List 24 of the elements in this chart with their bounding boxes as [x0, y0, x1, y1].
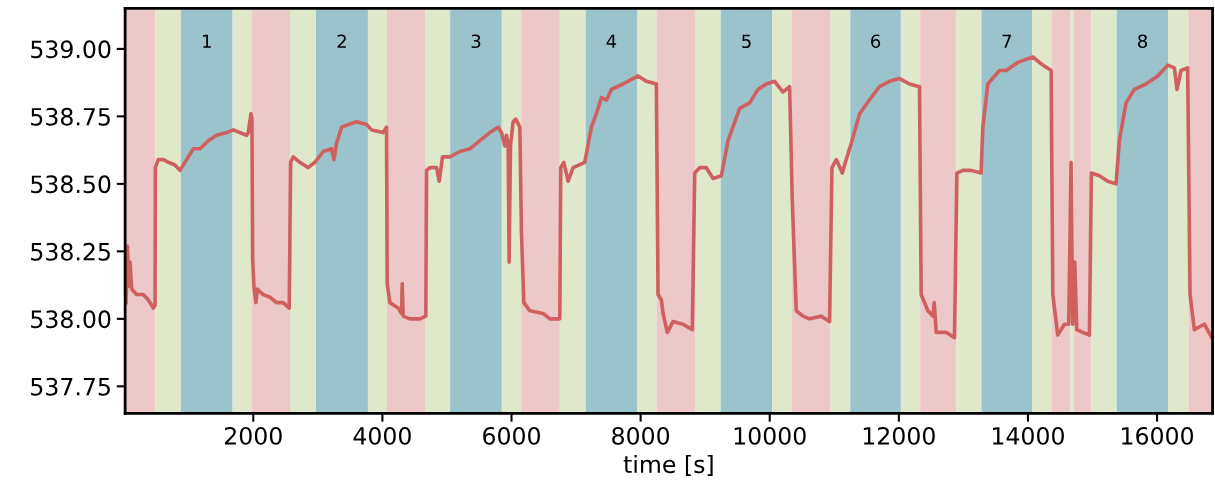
x-tick-label: 2000 [224, 426, 282, 445]
y-tick-label: 538.75 [31, 107, 110, 126]
y-tick-label: 537.75 [31, 377, 110, 396]
y-tick-label: 539.00 [31, 40, 111, 59]
band-label: 3 [471, 34, 481, 49]
band-label: 8 [1138, 34, 1148, 49]
band-label: 1 [203, 34, 211, 48]
x-tick-label: 12000 [863, 426, 935, 445]
band-label: 2 [337, 34, 346, 48]
y-tick-label: 538.00 [31, 310, 111, 329]
line-series [125, 55, 1213, 340]
band-label: 7 [1002, 34, 1011, 48]
band-label: 4 [606, 34, 617, 48]
x-tick-label: 14000 [992, 426, 1064, 445]
x-tick-label: 10000 [734, 426, 806, 445]
x-tick-label: 16000 [1122, 426, 1194, 445]
x-tick-label: 8000 [612, 426, 670, 445]
x-tick-label: 6000 [483, 426, 540, 445]
band-label: 6 [871, 34, 881, 49]
x-axis-title: time [s] [623, 454, 713, 476]
y-tick-label: 538.25 [31, 242, 110, 261]
band-label: 5 [742, 34, 751, 49]
y-tick-label: 538.50 [31, 175, 111, 194]
x-tick-label: 4000 [353, 426, 411, 445]
